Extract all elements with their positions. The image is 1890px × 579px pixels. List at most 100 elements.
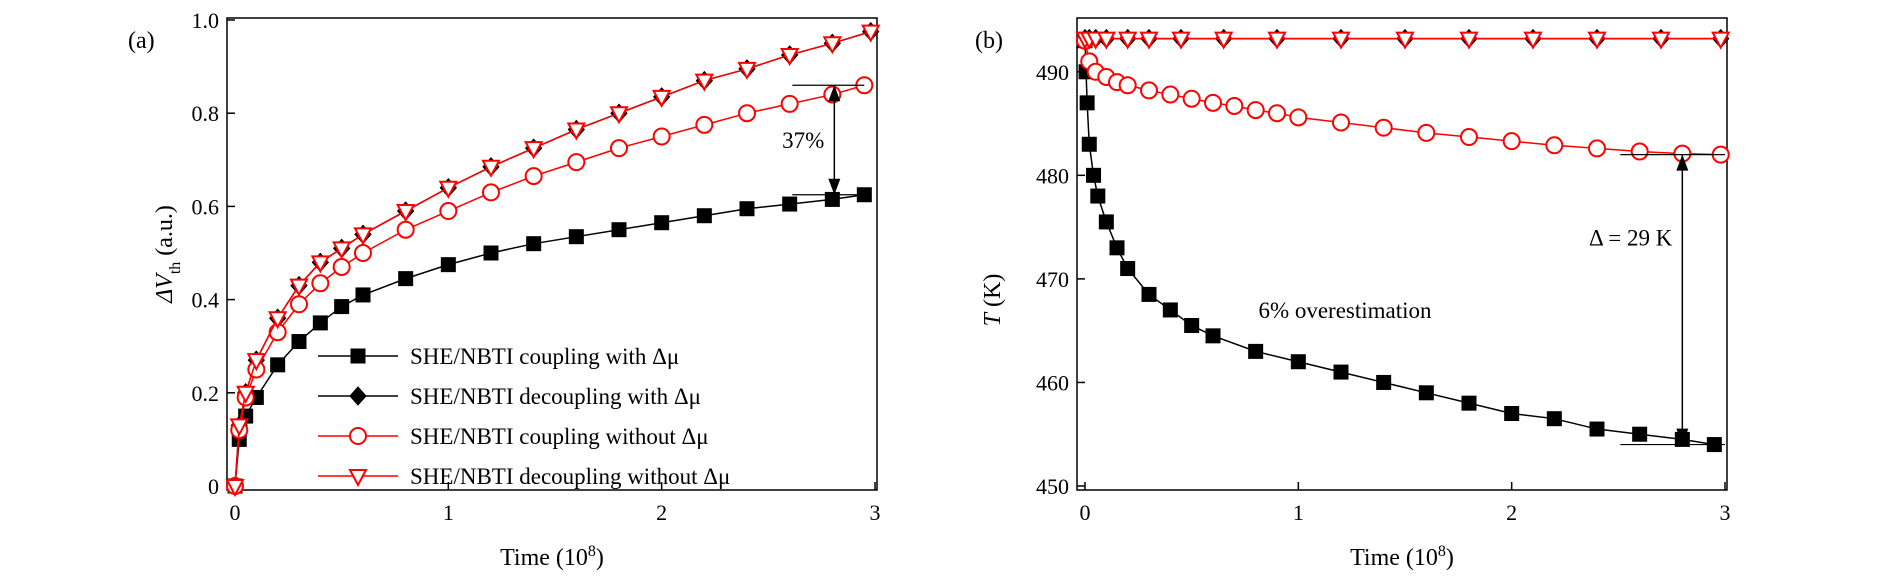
- y-tick-label: 490: [1036, 60, 1069, 85]
- data-point: [1395, 31, 1415, 50]
- y-tick-label: 0.4: [192, 288, 220, 313]
- data-point: [861, 24, 881, 43]
- data-point: [1333, 364, 1349, 380]
- data-point: [1205, 328, 1221, 344]
- data-point: [289, 278, 309, 297]
- data-point: [225, 479, 245, 498]
- panel-b-annotations: Δ = 29 K 6% overestimation: [1258, 154, 1725, 446]
- data-point: [609, 106, 629, 125]
- arrow-head-down: [1676, 428, 1689, 445]
- data-point: [1523, 31, 1543, 50]
- data-point: [1248, 343, 1264, 359]
- data-point: [1332, 113, 1350, 132]
- data-point: [1418, 385, 1434, 401]
- panel-b-series: [1075, 28, 1731, 453]
- data-point: [1213, 31, 1234, 50]
- x-tick-label: 1: [443, 500, 454, 525]
- data-point: [1417, 123, 1436, 142]
- panel-a-label: (a): [128, 28, 155, 54]
- data-point: [353, 227, 373, 246]
- data-point: [737, 61, 757, 81]
- data-point: [654, 215, 670, 231]
- legend-item: SHE/NBTI decoupling without Δμ: [318, 464, 730, 489]
- data-point: [1141, 286, 1157, 302]
- legend-label: SHE/NBTI coupling with Δμ: [410, 344, 679, 369]
- data-point: [1289, 108, 1308, 127]
- data-point: [782, 196, 798, 212]
- data-point: [398, 271, 414, 287]
- panel-b-label: (b): [975, 28, 1003, 54]
- data-point: [822, 36, 842, 55]
- data-point: [1502, 132, 1521, 151]
- y-tick-label: 470: [1036, 267, 1069, 292]
- panel-b-ylabel: T (K): [980, 274, 1006, 327]
- y-tick-label: 0.6: [192, 194, 220, 219]
- data-point: [568, 229, 584, 245]
- legend-marker: [349, 386, 367, 406]
- data-point: [1171, 31, 1191, 50]
- data-point: [1118, 76, 1137, 95]
- data-point: [270, 357, 286, 373]
- data-point: [1374, 118, 1393, 137]
- data-point: [1098, 214, 1114, 230]
- data-point: [331, 241, 352, 260]
- data-point: [246, 353, 267, 372]
- panel-b-xlabel: Time (108): [1350, 543, 1454, 571]
- y-tick-label: 0: [208, 474, 219, 499]
- data-point: [1184, 317, 1200, 333]
- data-point: [1459, 31, 1479, 50]
- data-point: [652, 89, 672, 109]
- series-line: [1084, 40, 1721, 156]
- annotation-text: 6% overestimation: [1258, 298, 1432, 323]
- data-point: [738, 104, 756, 123]
- data-point: [1376, 374, 1392, 390]
- data-point: [739, 201, 755, 217]
- data-point: [1651, 31, 1671, 50]
- data-point: [1086, 167, 1102, 183]
- data-point: [267, 311, 288, 330]
- data-point: [1545, 136, 1564, 155]
- series-line: [234, 30, 871, 487]
- y-tick-label: 1.0: [192, 8, 220, 33]
- data-point: [1246, 101, 1265, 120]
- legend-item: SHE/NBTI coupling without Δμ: [318, 424, 709, 449]
- panel-a-series: [225, 21, 881, 498]
- data-point: [354, 244, 372, 262]
- y-tick-label: 480: [1036, 163, 1069, 188]
- data-point: [526, 236, 542, 252]
- legend-label: SHE/NBTI decoupling with Δμ: [410, 384, 701, 409]
- data-point: [355, 287, 371, 303]
- legend-label: SHE/NBTI decoupling without Δμ: [410, 464, 730, 489]
- data-point: [694, 73, 714, 92]
- data-point: [1588, 139, 1606, 158]
- data-point: [1162, 302, 1178, 318]
- data-point: [1117, 31, 1138, 50]
- x-tick-label: 2: [656, 500, 667, 525]
- data-point: [1504, 406, 1520, 422]
- data-point: [1630, 142, 1649, 161]
- data-point: [1161, 85, 1180, 104]
- series-3: [1076, 31, 1730, 164]
- x-tick-label: 1: [1293, 500, 1304, 525]
- x-tick-label: 2: [1506, 500, 1517, 525]
- data-point: [1290, 354, 1306, 370]
- y-tick-label: 0.2: [192, 381, 220, 406]
- data-point: [438, 180, 459, 199]
- arrow-head-up: [828, 85, 841, 102]
- data-point: [1267, 31, 1287, 50]
- data-point: [652, 127, 671, 146]
- legend-marker: [349, 427, 367, 445]
- data-point: [396, 220, 415, 239]
- data-point: [1711, 31, 1731, 50]
- data-point: [1109, 240, 1125, 256]
- data-point: [1081, 136, 1097, 152]
- data-point: [1140, 81, 1158, 100]
- data-point: [1632, 426, 1648, 442]
- data-point: [824, 191, 840, 207]
- data-point: [524, 141, 544, 160]
- data-point: [1096, 31, 1117, 50]
- series-4: [1075, 31, 1731, 50]
- legend-marker: [348, 469, 368, 488]
- arrow-head-up: [1676, 154, 1689, 171]
- data-point: [1139, 31, 1159, 50]
